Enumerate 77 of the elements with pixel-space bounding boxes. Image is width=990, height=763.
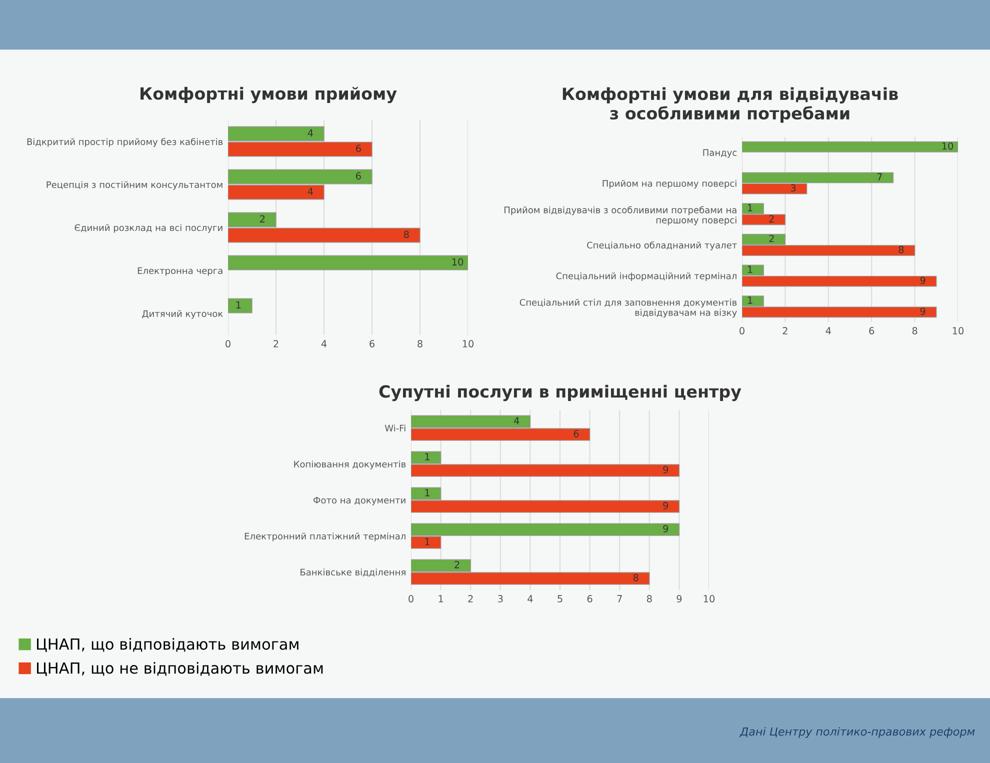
chart-title: Супутні послуги в приміщенні центру	[379, 384, 742, 402]
x-tick-label: 7	[617, 595, 622, 602]
text: Дані Центру політико-правових реформ	[740, 727, 975, 738]
y-tick-label: Спеціально обладнаний туалет	[587, 241, 737, 250]
data-label: 8	[633, 574, 638, 582]
x-tick-label: 4	[528, 595, 533, 602]
data-label: 2	[769, 215, 774, 222]
data-label: 1	[748, 204, 752, 212]
data-label: 10	[942, 142, 954, 150]
x-tick-label: 6	[869, 327, 874, 334]
y-tick-label: Дитячий куточок	[142, 310, 223, 319]
x-tick-label: 5	[558, 595, 562, 602]
data-label: 6	[356, 144, 361, 152]
data-label: 8	[898, 246, 904, 254]
data-label: 4	[514, 417, 520, 424]
x-tick-label: 3	[498, 595, 503, 602]
x-tick-label: 4	[321, 340, 327, 348]
y-tick-label: Банківське відділення	[300, 568, 406, 577]
data-label: 2	[454, 560, 460, 568]
x-tick-label: 6	[587, 595, 592, 602]
x-tick-label: 10	[952, 327, 964, 334]
y-tick-label: Фото на документи	[313, 496, 406, 506]
y-tick-label: Прийом на першому поверсі	[602, 180, 736, 189]
bar	[228, 298, 252, 314]
data-label: 8	[404, 230, 409, 238]
y-tick-label: Копіювання документів	[294, 460, 406, 470]
bar	[228, 255, 468, 270]
y-tick-label: Wi-Fi	[384, 424, 406, 432]
y-tick-label: Єдиний розклад на всі послуги	[74, 224, 222, 233]
x-tick-label: 0	[408, 595, 414, 602]
x-tick-label: 9	[676, 595, 682, 602]
data-label: 9	[920, 276, 926, 284]
data-label: 9	[920, 308, 926, 315]
chart-title: Комфортні умови прийому	[140, 86, 397, 104]
data-label: 1	[425, 538, 430, 546]
data-label: 7	[877, 173, 882, 180]
x-tick-label: 6	[370, 340, 374, 348]
data-label: 1	[748, 266, 752, 273]
x-tick-label: 2	[468, 595, 473, 602]
legend-label: ЦНАП, що не відповідають вимогам	[37, 662, 323, 676]
data-label: 3	[790, 184, 796, 192]
data-label: 2	[769, 234, 774, 242]
y-tick-label: Відкритий простір прийому без кабінетів	[27, 138, 223, 147]
data-label: 2	[260, 215, 265, 222]
y-tick-label: Спеціальний стіл для заповнення документів відвідувачам на візку	[520, 298, 737, 318]
y-tick-label: Електронна черга	[138, 267, 222, 276]
y-tick-label: Спеціальний інформаційний термінал	[556, 272, 736, 282]
y-tick-label: Пандус	[703, 149, 737, 158]
x-tick-label: 0	[226, 340, 230, 348]
y-tick-label: Електронний платіжний термінал	[244, 532, 406, 542]
x-tick-label: 8	[646, 595, 652, 602]
x-tick-label: 8	[912, 327, 918, 334]
legend-label: ЦНАП, що відповідають вимогам	[37, 638, 298, 652]
x-tick-label: 10	[704, 595, 715, 602]
data-label: 9	[663, 502, 668, 510]
data-label: 6	[356, 172, 361, 180]
data-label: 6	[574, 430, 579, 438]
data-label: 1	[748, 296, 752, 304]
chart-title: Комфортні умови для відвідувачів з особливими потребами	[562, 87, 898, 123]
data-label: 1	[425, 489, 430, 496]
data-label: 9	[663, 524, 668, 532]
x-tick-label: 10	[462, 340, 474, 348]
data-label: 4	[308, 129, 313, 136]
x-tick-label: 2	[274, 340, 278, 348]
x-tick-label: 2	[782, 327, 788, 334]
x-tick-label: 4	[826, 327, 831, 334]
x-tick-label: 1	[438, 595, 443, 602]
y-tick-label: Прийом відвідувачів з особливими потребами на першому поверсі	[504, 206, 736, 226]
data-label: 4	[308, 188, 313, 195]
data-label: 9	[663, 466, 668, 474]
x-tick-label: 0	[740, 327, 744, 334]
x-tick-label: 8	[418, 340, 422, 348]
bar	[742, 141, 958, 152]
data-label: 10	[452, 258, 464, 266]
data-label: 1	[236, 301, 241, 308]
data-label: 1	[425, 453, 430, 460]
y-tick-label: Рецепція з постійним консультантом	[46, 181, 222, 190]
